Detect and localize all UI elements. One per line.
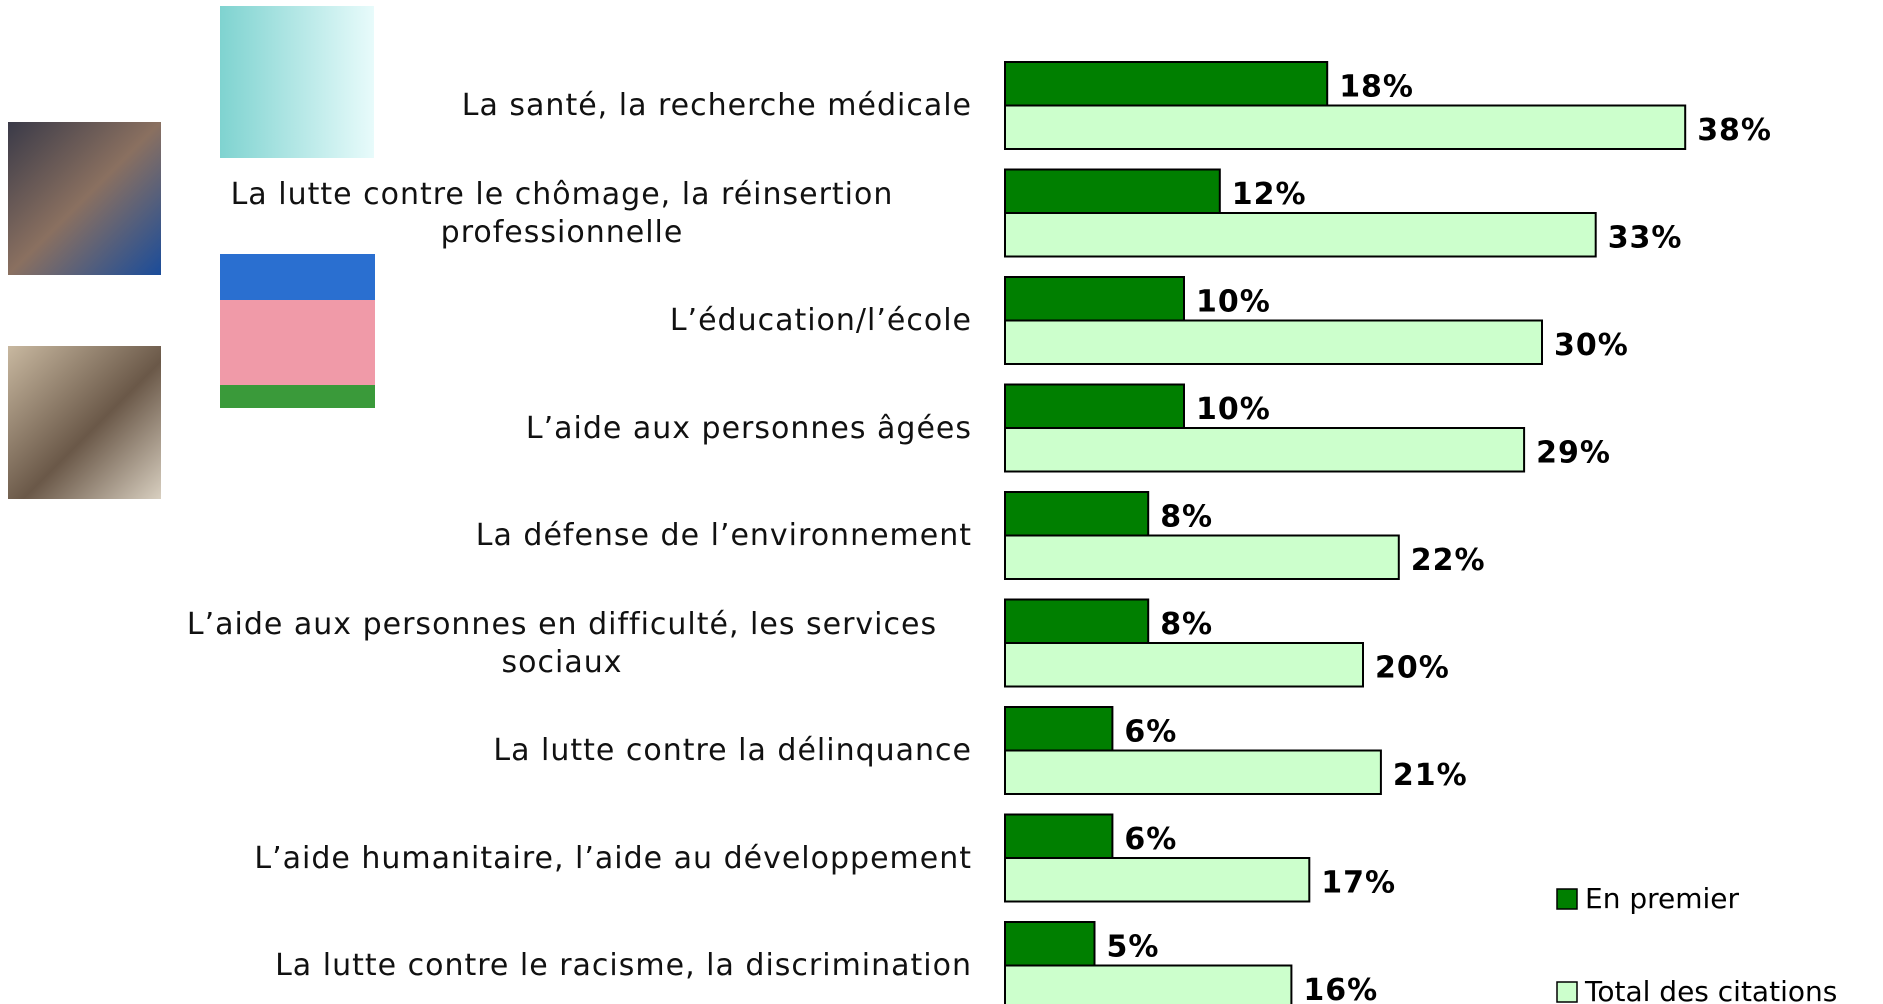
value-label: 10% (1196, 285, 1271, 320)
bar (1004, 383, 1185, 429)
photo-school (220, 254, 375, 408)
value-label: 10% (1196, 392, 1271, 427)
value-label: 38% (1697, 113, 1772, 148)
category-label: La lutte contre la délinquance (493, 733, 972, 768)
bar (1004, 598, 1150, 644)
bar (1004, 276, 1185, 322)
category-label-box: L’éducation/l’école (152, 276, 972, 366)
value-label: 22% (1411, 543, 1486, 578)
category-label: La défense de l’environnement (475, 518, 972, 553)
legend-label: En premier (1585, 882, 1740, 915)
category-label-box: La défense de l’environnement (152, 491, 972, 581)
bar (1004, 61, 1329, 107)
category-label: La lutte contre le chômage, la réinserti… (230, 176, 894, 250)
bar (1004, 813, 1114, 859)
photo-health (220, 6, 374, 158)
category-label-box: La lutte contre le chômage, la réinserti… (152, 169, 972, 259)
category-label: La santé, la recherche médicale (461, 88, 972, 123)
bar (1004, 212, 1597, 258)
category-label: L’aide aux personnes en difficulté, les … (186, 606, 938, 680)
legend-swatch (1556, 981, 1578, 1003)
bar (1004, 964, 1293, 1004)
value-label: 17% (1321, 866, 1396, 901)
photo-elderly (8, 346, 161, 499)
category-label: L’aide aux personnes âgées (525, 410, 972, 446)
bar (1004, 319, 1543, 365)
bar (1004, 491, 1150, 537)
value-label: 33% (1608, 221, 1683, 256)
bar (1004, 921, 1096, 967)
value-label: 8% (1160, 607, 1213, 642)
value-label: 20% (1375, 651, 1450, 686)
bar (1004, 706, 1114, 752)
value-label: 18% (1339, 70, 1414, 105)
category-label-box: L’aide aux personnes en difficulté, les … (152, 599, 972, 689)
bar (1004, 749, 1382, 795)
value-label: 16% (1303, 973, 1378, 1004)
value-label: 21% (1393, 758, 1468, 793)
legend-label: Total des citations (1584, 975, 1837, 1004)
value-label: 5% (1107, 930, 1160, 965)
value-label: 12% (1232, 177, 1307, 212)
bar (1004, 642, 1364, 688)
value-label: 6% (1124, 822, 1177, 857)
bar (1004, 104, 1687, 150)
category-label: L’éducation/l’école (669, 303, 972, 338)
category-label-box: La lutte contre la délinquance (152, 706, 972, 796)
value-label: 6% (1124, 715, 1177, 750)
bar (1004, 168, 1221, 214)
category-label: L’aide humanitaire, l’aide au développem… (254, 840, 972, 876)
value-label: 30% (1554, 328, 1629, 363)
bar (1004, 857, 1311, 903)
category-label-box: La lutte contre le racisme, la discrimin… (152, 921, 972, 1004)
category-label-box: La santé, la recherche médicale (152, 61, 972, 151)
photo-handshake (8, 122, 161, 275)
bar (1004, 427, 1526, 473)
bar (1004, 534, 1400, 580)
category-label-box: L’aide aux personnes âgées (152, 384, 972, 474)
value-label: 8% (1160, 500, 1213, 535)
category-label-box: L’aide humanitaire, l’aide au développem… (152, 814, 972, 904)
category-label: La lutte contre le racisme, la discrimin… (275, 948, 972, 983)
legend-swatch (1556, 888, 1578, 910)
value-label: 29% (1536, 436, 1611, 471)
